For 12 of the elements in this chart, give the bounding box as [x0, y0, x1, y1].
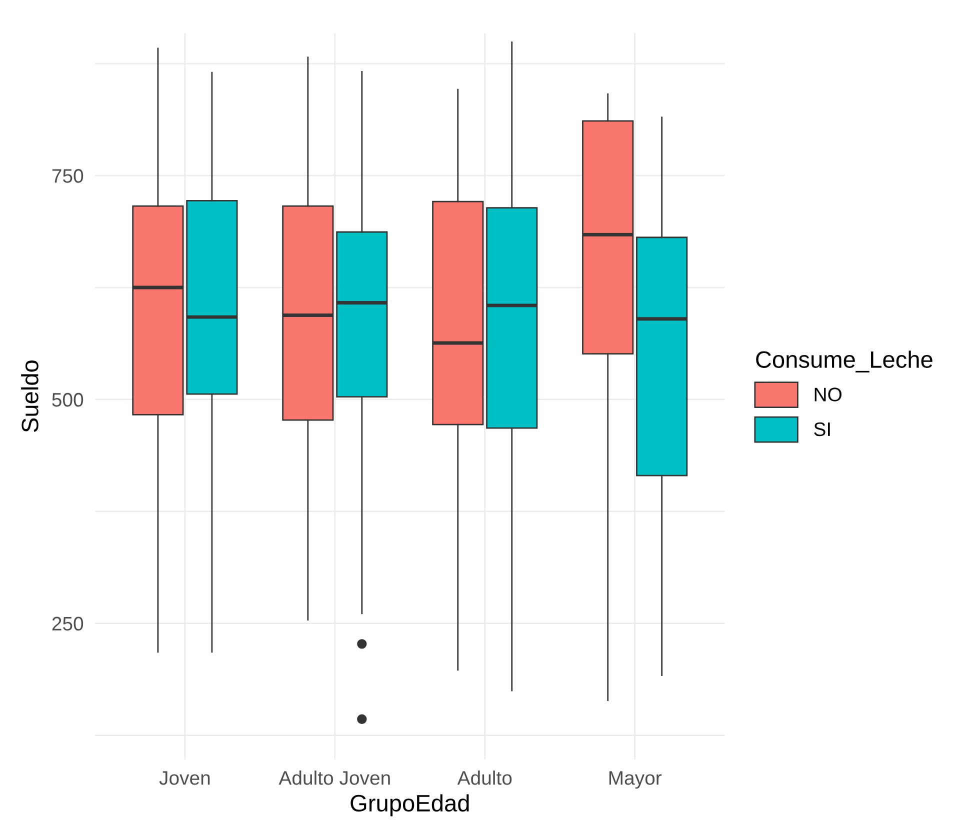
x-tick-label: Joven — [159, 771, 210, 785]
x-tick-label: Adulto — [457, 770, 512, 785]
y-tick-label: 750 — [52, 169, 84, 183]
y-axis-title: Sueldo — [21, 360, 38, 432]
legend-title: Consume_Leche — [756, 350, 932, 372]
legend-label: NO — [814, 388, 842, 402]
y-tick-label: 250 — [52, 616, 84, 631]
x-tick-label: Mayor — [609, 771, 662, 789]
x-axis-title: GrupoEdad — [350, 794, 469, 816]
y-tick-label: 500 — [52, 392, 84, 407]
x-tick-label: Adulto Joven — [278, 770, 390, 785]
legend-label: SI — [814, 422, 830, 436]
